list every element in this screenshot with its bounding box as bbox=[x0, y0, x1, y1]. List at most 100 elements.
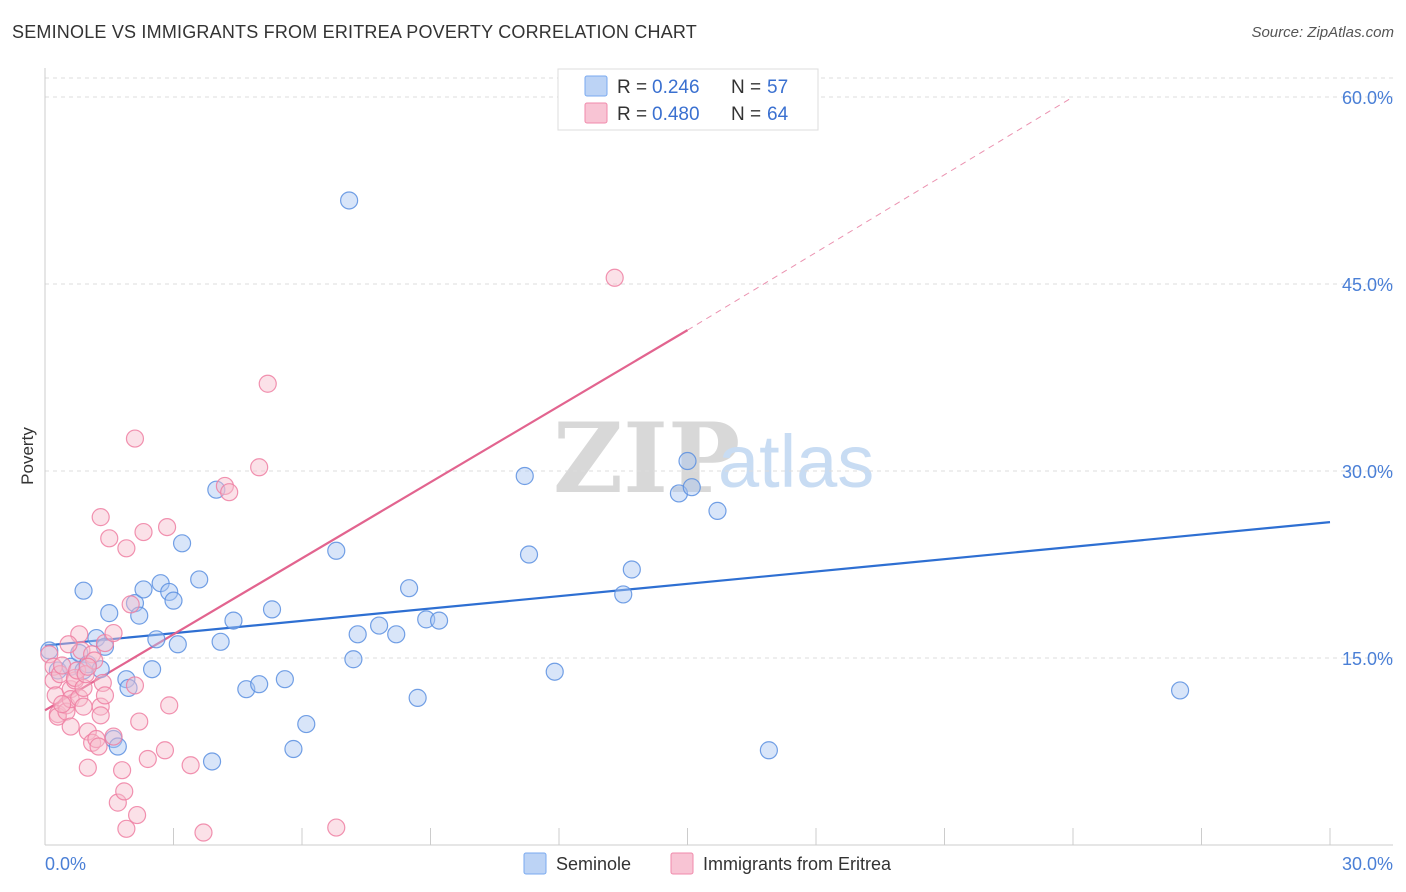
point-seminole-28 bbox=[224, 611, 243, 630]
point-eritrea-39 bbox=[117, 819, 136, 838]
point-seminole-20 bbox=[160, 582, 179, 602]
y-tick-label-60: 60.0% bbox=[1342, 88, 1393, 108]
point-seminole-52 bbox=[682, 478, 701, 497]
point-eritrea-19 bbox=[74, 697, 93, 716]
point-seminole-36 bbox=[340, 191, 359, 210]
y-axis-title: Poverty bbox=[18, 427, 37, 485]
point-seminole-22 bbox=[168, 635, 187, 654]
point-seminole-46 bbox=[519, 545, 539, 564]
point-eritrea-45 bbox=[130, 712, 149, 731]
point-eritrea-22 bbox=[78, 758, 97, 777]
point-eritrea-35 bbox=[104, 727, 123, 746]
bottom-legend-swatch-eritrea bbox=[670, 852, 694, 875]
point-seminole-32 bbox=[275, 670, 294, 689]
top-legend: R = 0.246 N = 57 R = 0.480 N = 64 bbox=[557, 68, 819, 131]
bottom-legend: Seminole Immigrants from Eritrea bbox=[523, 852, 892, 875]
point-eritrea-47 bbox=[138, 749, 157, 769]
point-eritrea-27 bbox=[89, 737, 108, 756]
watermark-atlas: atlas bbox=[718, 420, 874, 503]
point-eritrea-44 bbox=[127, 805, 147, 825]
point-seminole-51 bbox=[678, 451, 697, 471]
bottom-legend-label-seminole: Seminole bbox=[556, 854, 631, 874]
x-tick-label-min: 0.0% bbox=[45, 854, 86, 874]
point-seminole-24 bbox=[190, 570, 209, 589]
point-seminole-11 bbox=[108, 737, 127, 756]
point-eritrea-49 bbox=[157, 517, 177, 537]
point-eritrea-43 bbox=[125, 676, 145, 695]
point-seminole-34 bbox=[297, 714, 316, 734]
point-seminole-23 bbox=[172, 534, 192, 553]
legend-n-label-eritrea: N = bbox=[731, 104, 761, 125]
point-eritrea-57 bbox=[327, 818, 346, 837]
legend-swatch-eritrea bbox=[584, 102, 608, 124]
point-seminole-35 bbox=[327, 541, 346, 560]
tick-labels: 15.0% 30.0% 45.0% 60.0% 0.0% 30.0% bbox=[45, 88, 1393, 874]
legend-r-label-seminole: R = bbox=[617, 77, 647, 98]
point-eritrea-59 bbox=[91, 508, 110, 527]
point-seminole-8 bbox=[74, 581, 93, 600]
point-seminole-38 bbox=[348, 625, 367, 644]
trend-line-seminole bbox=[44, 521, 1331, 647]
point-eritrea-41 bbox=[121, 595, 140, 614]
legend-r-value-seminole: 0.246 bbox=[652, 77, 700, 98]
point-eritrea-63 bbox=[61, 717, 80, 736]
point-eritrea-52 bbox=[194, 823, 213, 842]
bottom-legend-swatch-seminole bbox=[523, 852, 547, 875]
legend-swatch-seminole bbox=[584, 75, 608, 97]
point-eritrea-18 bbox=[74, 678, 93, 698]
point-eritrea-31 bbox=[95, 686, 115, 705]
legend-r-label-eritrea: R = bbox=[617, 104, 647, 125]
point-seminole-40 bbox=[387, 625, 406, 644]
chart-title: SEMINOLE VS IMMIGRANTS FROM ERITREA POVE… bbox=[12, 22, 697, 42]
point-seminole-30 bbox=[250, 675, 269, 694]
point-eritrea-42 bbox=[125, 429, 145, 448]
point-eritrea-37 bbox=[112, 761, 132, 780]
point-seminole-27 bbox=[211, 632, 230, 651]
point-seminole-31 bbox=[262, 600, 282, 619]
point-eritrea-40 bbox=[117, 539, 136, 558]
point-seminole-25 bbox=[202, 752, 222, 771]
point-eritrea-58 bbox=[605, 268, 624, 287]
point-eritrea-50 bbox=[160, 696, 179, 715]
point-eritrea-54 bbox=[220, 483, 239, 502]
legend-n-value-seminole: 57 bbox=[767, 77, 788, 98]
point-eritrea-34 bbox=[104, 623, 123, 643]
point-seminole-49 bbox=[622, 560, 641, 579]
point-seminole-21 bbox=[164, 591, 183, 610]
legend-r-value-eritrea: 0.480 bbox=[652, 104, 700, 125]
point-seminole-53 bbox=[708, 501, 727, 520]
point-eritrea-60 bbox=[53, 695, 72, 714]
point-seminole-16 bbox=[134, 580, 153, 599]
legend-n-value-eritrea: 64 bbox=[767, 104, 789, 125]
point-eritrea-33 bbox=[100, 529, 119, 548]
point-eritrea-61 bbox=[59, 635, 78, 654]
point-eritrea-62 bbox=[78, 657, 97, 676]
trend-extension-eritrea bbox=[687, 96, 1074, 331]
point-seminole-37 bbox=[344, 650, 363, 669]
point-eritrea-38 bbox=[115, 782, 134, 801]
point-eritrea-20 bbox=[76, 665, 95, 684]
point-eritrea-48 bbox=[155, 741, 175, 760]
trend-line-eritrea bbox=[44, 329, 689, 712]
point-eritrea-46 bbox=[134, 522, 153, 542]
point-eritrea-51 bbox=[181, 756, 200, 775]
legend-n-label-seminole: N = bbox=[731, 77, 761, 98]
point-seminole-41 bbox=[399, 579, 419, 598]
point-seminole-47 bbox=[545, 662, 564, 681]
point-seminole-55 bbox=[1170, 681, 1190, 700]
point-seminole-45 bbox=[515, 466, 534, 486]
point-eritrea-36 bbox=[108, 793, 127, 812]
point-seminole-17 bbox=[142, 660, 162, 679]
point-seminole-44 bbox=[429, 611, 449, 630]
point-seminole-54 bbox=[759, 741, 778, 760]
bottom-legend-label-eritrea: Immigrants from Eritrea bbox=[703, 854, 892, 874]
source-label: Source: ZipAtlas.com bbox=[1251, 24, 1394, 41]
y-tick-label-15: 15.0% bbox=[1342, 649, 1393, 669]
x-tick-label-max: 30.0% bbox=[1342, 854, 1393, 874]
point-eritrea-56 bbox=[258, 374, 277, 393]
point-eritrea-55 bbox=[250, 458, 269, 477]
point-seminole-39 bbox=[370, 616, 389, 635]
axes bbox=[44, 68, 1393, 846]
point-eritrea-16 bbox=[70, 688, 89, 707]
